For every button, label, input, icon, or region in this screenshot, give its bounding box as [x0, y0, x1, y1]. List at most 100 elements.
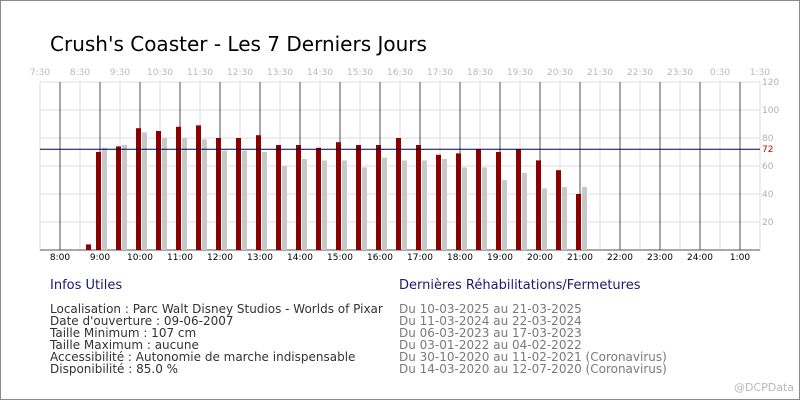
y-tick-label: 80	[762, 134, 774, 144]
bar-series-1	[556, 170, 561, 250]
bar-series-1	[256, 135, 261, 250]
bar-series-2	[382, 157, 387, 250]
bar-series-2	[442, 159, 447, 250]
bar-series-2	[422, 160, 427, 250]
chart-title: Crush's Coaster - Les 7 Derniers Jours	[50, 32, 427, 56]
bar-series-2	[562, 187, 567, 250]
bar-series-2	[302, 159, 307, 250]
reference-line-label: 72	[762, 145, 773, 155]
bar-series-1	[216, 138, 221, 250]
x-top-tick-label: 13:30	[267, 68, 293, 78]
info-accessibility: Accessibilité : Autonomie de marche indi…	[50, 350, 356, 364]
wait-time-chart: 20 40 60 80 100 120 7:30 8:30 9:30 10:30 11:30 12:3…	[30, 68, 780, 260]
bar-series-2	[362, 167, 367, 250]
bar-series-1	[336, 142, 341, 250]
info-opening-date: Date d'ouverture : 09-06-2007	[50, 314, 234, 328]
info-availability: Disponibilité : 85.0 %	[50, 362, 179, 376]
x-bottom-tick-label: 18:00	[447, 253, 473, 260]
y-tick-label: 40	[762, 190, 774, 200]
x-bottom-tick-label: 10:00	[127, 253, 153, 260]
info-max-height: Taille Maximum : aucune	[50, 338, 199, 352]
closure-period: Du 14-03-2020 au 12-07-2020 (Coronavirus…	[399, 362, 667, 376]
x-top-tick-label: 11:30	[187, 68, 213, 78]
bar-series-2	[462, 167, 467, 250]
bar-series-2	[402, 160, 407, 250]
bar-series-2	[482, 167, 487, 250]
bar-series-1	[356, 145, 361, 250]
x-bottom-tick-label: 11:00	[167, 253, 193, 260]
bar-series-2	[322, 160, 327, 250]
bar-series-1	[156, 131, 161, 250]
x-top-tick-label: 19:30	[507, 68, 533, 78]
bar-series-2	[182, 138, 187, 250]
bar-series-1	[396, 138, 401, 250]
bar-series-1	[116, 146, 121, 250]
x-bottom-tick-label: 22:00	[607, 253, 633, 260]
x-top-tick-label: 7:30	[30, 68, 50, 78]
closure-period: Du 10-03-2025 au 21-03-2025	[399, 302, 582, 316]
bar-series-1	[236, 138, 241, 250]
bar-series-2	[222, 150, 227, 250]
x-bottom-tick-label: 16:00	[367, 253, 393, 260]
bar-series-1	[176, 126, 181, 250]
closure-period: Du 06-03-2023 au 17-03-2023	[399, 326, 582, 340]
bar-series-2	[242, 150, 247, 250]
y-tick-label: 120	[762, 78, 779, 88]
x-top-tick-label: 22:30	[627, 68, 653, 78]
x-top-tick-label: 8:30	[70, 68, 90, 78]
bar-series-2	[522, 173, 527, 250]
bar-series-1	[576, 194, 581, 250]
bar-series-1	[96, 152, 101, 250]
info-location: Localisation : Parc Walt Disney Studios …	[50, 302, 383, 316]
closure-period: Du 03-01-2022 au 04-02-2022	[399, 338, 582, 352]
bar-series-2	[502, 180, 507, 250]
bar-series-2	[142, 132, 147, 250]
bar-series-2	[542, 188, 547, 250]
info-min-height: Taille Minimum : 107 cm	[50, 326, 197, 340]
bar-series-1	[516, 149, 521, 250]
bar-series-1	[476, 149, 481, 250]
x-top-tick-label: 15:30	[347, 68, 373, 78]
x-bottom-tick-label: 17:00	[407, 253, 433, 260]
x-top-tick-label: 17:30	[427, 68, 453, 78]
x-top-tick-label: 21:30	[587, 68, 613, 78]
bar-series-1	[536, 160, 541, 250]
bar-series-1	[456, 153, 461, 250]
x-bottom-tick-label: 24:00	[687, 253, 713, 260]
bar-series-2	[162, 138, 167, 250]
x-bottom-tick-label: 15:00	[327, 253, 353, 260]
bar-series-2	[582, 187, 587, 250]
x-bottom-tick-label: 8:00	[50, 253, 70, 260]
bar-series-2	[102, 147, 107, 250]
x-bottom-tick-label: 9:00	[90, 253, 110, 260]
bar-series-1	[436, 154, 441, 250]
watermark: @DCPData	[733, 381, 794, 394]
x-bottom-tick-label: 21:00	[567, 253, 593, 260]
x-top-tick-label: 14:30	[307, 68, 333, 78]
x-top-tick-label: 12:30	[227, 68, 253, 78]
x-bottom-tick-label: 20:00	[527, 253, 553, 260]
closure-period: Du 11-03-2024 au 22-03-2024	[399, 314, 582, 328]
x-bottom-tick-label: 1:00	[730, 253, 750, 260]
x-top-tick-label: 1:30	[750, 68, 770, 78]
bar-series-1	[296, 145, 301, 250]
bar-series-1	[86, 244, 91, 250]
x-top-tick-label: 18:30	[467, 68, 493, 78]
closure-period: Du 30-10-2020 au 11-02-2021 (Coronavirus…	[399, 350, 667, 364]
bar-series-2	[282, 166, 287, 250]
x-bottom-tick-label: 23:00	[647, 253, 673, 260]
x-top-tick-label: 16:30	[387, 68, 413, 78]
x-top-tick-label: 0:30	[710, 68, 730, 78]
x-bottom-tick-label: 13:00	[247, 253, 273, 260]
bar-series-2	[202, 139, 207, 250]
bar-series-1	[136, 128, 141, 250]
bar-series-1	[496, 152, 501, 250]
closures-heading: Dernières Réhabilitations/Fermetures	[399, 278, 641, 293]
bar-series-1	[196, 125, 201, 250]
x-bottom-tick-label: 14:00	[287, 253, 313, 260]
y-tick-label: 60	[762, 162, 774, 172]
y-tick-label: 100	[762, 106, 779, 116]
bar-series-1	[416, 145, 421, 250]
x-bottom-tick-label: 12:00	[207, 253, 233, 260]
bar-series-2	[122, 145, 127, 250]
